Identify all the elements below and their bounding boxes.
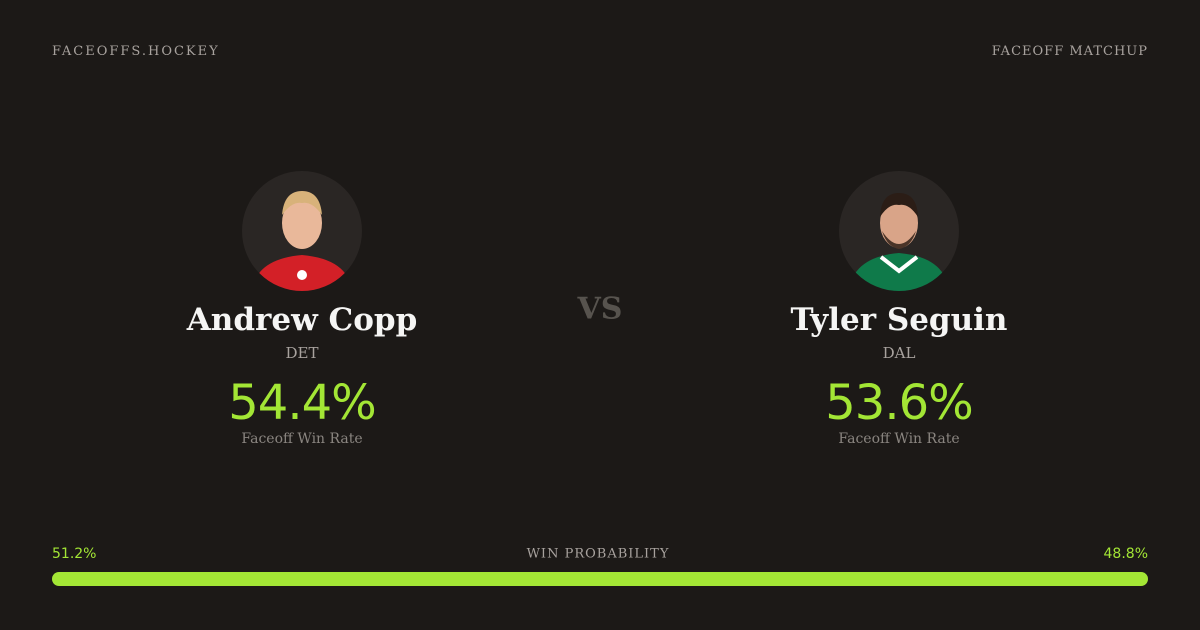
page-label: FACEOFF MATCHUP	[991, 44, 1148, 59]
left-probability: 51.2%	[52, 546, 97, 562]
player-team: DAL	[882, 344, 916, 362]
brand: FACEOFFS.HOCKEY	[52, 44, 220, 59]
probability-title: WIN PROBABILITY	[526, 546, 670, 562]
win-rate-label: Faceoff Win Rate	[838, 431, 960, 447]
probability-bar	[52, 572, 1148, 586]
versus: VS	[577, 291, 623, 327]
win-rate: 53.6%	[825, 375, 973, 431]
player-name: Andrew Copp	[186, 302, 418, 338]
win-rate: 54.4%	[228, 375, 376, 431]
win-rate-label: Faceoff Win Rate	[241, 431, 363, 447]
right-probability: 48.8%	[1103, 546, 1148, 562]
photo-art	[252, 191, 352, 291]
photo-art	[849, 193, 949, 291]
player-photo	[839, 171, 959, 291]
player-photo	[242, 171, 362, 291]
player-team: DET	[285, 344, 319, 362]
player-name: Tyler Seguin	[790, 302, 1008, 338]
